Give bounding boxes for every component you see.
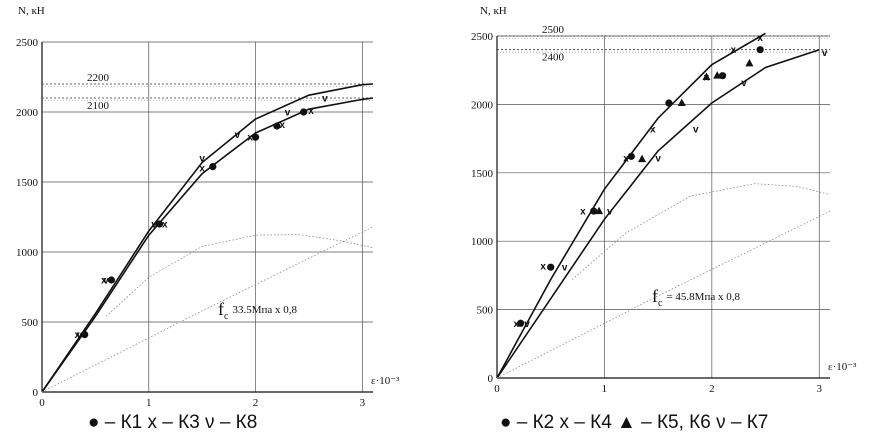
- data-point-К5, К6: [595, 206, 604, 215]
- data-point-К2: [627, 152, 635, 160]
- reference-line-label: 2400: [542, 52, 565, 64]
- x-tick-label: 1: [146, 397, 152, 409]
- data-point-К1: [107, 276, 116, 284]
- concrete-strength-annotation: fc= 45.8Мпа х 0,8: [652, 286, 740, 309]
- data-point-К8: v: [199, 154, 205, 165]
- data-point-К4: x: [650, 125, 656, 136]
- data-point-К1: [155, 220, 164, 228]
- data-point-К2: [665, 99, 673, 107]
- x-tick-label: 3: [817, 383, 823, 395]
- data-point-К2: [756, 46, 764, 54]
- data-point-К5, К6: [638, 154, 647, 163]
- series-curve-envelope-lower: [41, 97, 374, 393]
- x-tick-label: 1: [602, 383, 608, 395]
- data-point-К4: x: [757, 33, 763, 44]
- data-point-К8: v: [235, 130, 241, 141]
- data-point-К3: x: [199, 164, 205, 175]
- x-tick-label: 2: [253, 397, 259, 409]
- series-curve-concrete-curve: [105, 234, 374, 317]
- x-tick-label: 0: [494, 383, 500, 395]
- y-tick-label: 500: [22, 317, 39, 329]
- chart-2: 0 500 1000 1500 2000 2500 0 1 2 3 N, кН ε·10⁻³ 2500 2…: [471, 5, 857, 433]
- y-tick-label: 1000: [16, 247, 39, 259]
- data-point-К5, К6: [677, 98, 686, 107]
- data-point-К5, К6: [702, 72, 711, 81]
- data-point-К5, К6: [713, 71, 722, 79]
- data-point-К8: v: [77, 330, 83, 341]
- series-curve-envelope-upper: [496, 32, 766, 379]
- x-axis-label: ε·10⁻³: [371, 375, 400, 387]
- data-point-К1: [299, 108, 308, 116]
- data-point-К5, К6: [745, 58, 754, 67]
- data-point-К4: x: [580, 207, 586, 218]
- data-point-К4: x: [514, 319, 520, 330]
- data-point-К3: x: [279, 120, 285, 131]
- data-point-К1: [81, 331, 89, 339]
- reference-line-label: 2200: [87, 72, 110, 84]
- y-axis-label: N, кН: [18, 5, 45, 17]
- chart-1: 0 500 1000 1500 2000 2500 0 1 2 3 N, кН ε·10⁻³ 2200 2…: [16, 5, 400, 433]
- data-point-К7: v: [524, 319, 530, 330]
- y-tick-label: 1500: [471, 168, 494, 180]
- y-tick-label: 1500: [16, 177, 39, 189]
- data-point-К2: [547, 263, 555, 271]
- y-tick-label: 2500: [16, 37, 39, 49]
- y-tick-label: 500: [477, 305, 494, 317]
- x-tick-label: 0: [39, 397, 45, 409]
- series-curve-linear-line: [41, 226, 374, 393]
- legend: ● – К2 х – К4 ▲ – К5, К6 ν – К7: [500, 412, 768, 433]
- series-curve-concrete-curve: [571, 183, 831, 280]
- data-point-К2: [517, 319, 525, 327]
- concrete-strength-annotation: fc33.5Мпа х 0,8: [218, 299, 298, 322]
- x-axis-label: ε·10⁻³: [828, 361, 857, 373]
- y-tick-label: 0: [488, 373, 494, 385]
- y-tick-label: 2500: [471, 31, 494, 43]
- data-point-К2: [590, 207, 598, 215]
- data-point-К7: v: [741, 78, 747, 89]
- series-curve-envelope-lower: [496, 48, 820, 379]
- data-point-К3: x: [101, 276, 107, 287]
- data-point-К4: x: [623, 153, 629, 164]
- data-point-К8: v: [322, 94, 328, 105]
- y-tick-label: 0: [33, 387, 39, 399]
- data-point-К7: v: [693, 125, 699, 136]
- data-point-К8: v: [103, 276, 109, 287]
- data-point-К8: v: [285, 108, 291, 119]
- data-point-К1: [251, 133, 260, 141]
- data-point-К4: x: [731, 45, 737, 56]
- series-curve-linear-line: [496, 210, 831, 379]
- series-curve-envelope-upper: [41, 83, 374, 393]
- x-tick-label: 3: [360, 397, 366, 409]
- data-point-К8: v: [151, 220, 157, 231]
- data-point-К3: x: [247, 133, 253, 144]
- data-point-К7: v: [607, 207, 613, 218]
- x-tick-label: 2: [709, 383, 715, 395]
- reference-line-label: 2500: [542, 24, 565, 36]
- data-point-К3: x: [162, 220, 168, 231]
- legend: ● – К1 х – К3 ν – К8: [88, 412, 257, 433]
- data-point-К1: [273, 122, 281, 130]
- y-tick-label: 1000: [471, 236, 494, 248]
- y-axis-label: N, кН: [480, 5, 507, 17]
- data-point-К1: [209, 163, 217, 171]
- y-tick-label: 2000: [16, 107, 39, 119]
- reference-line-label: 2100: [87, 100, 110, 112]
- data-point-К4: x: [540, 261, 546, 272]
- data-point-К7: v: [655, 153, 661, 164]
- y-tick-label: 2000: [471, 99, 494, 111]
- data-point-К3: x: [308, 106, 314, 117]
- data-point-К7: v: [562, 263, 568, 274]
- data-point-К3: x: [74, 330, 80, 341]
- data-point-К7: v: [822, 48, 828, 59]
- data-point-К2: [718, 72, 727, 80]
